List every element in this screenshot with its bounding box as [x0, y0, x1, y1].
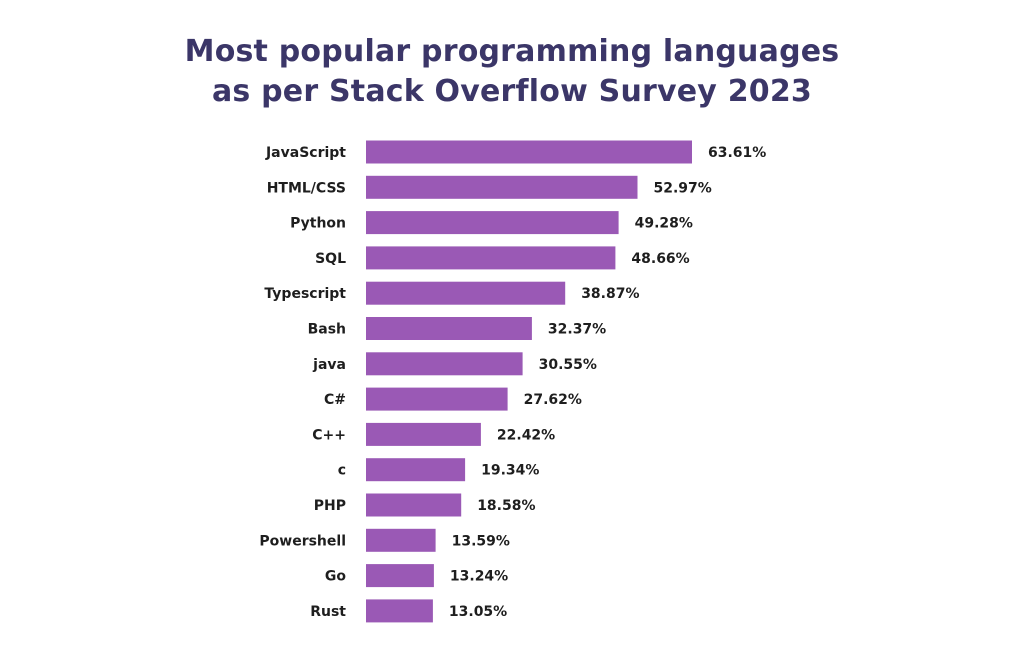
category-label: java — [312, 357, 346, 373]
bar-typescript — [366, 281, 566, 305]
category-label: JavaScript — [265, 145, 346, 161]
bar-c — [366, 458, 466, 482]
value-label: 22.42% — [497, 427, 555, 443]
category-label: C# — [324, 392, 346, 408]
value-label: 38.87% — [581, 286, 639, 302]
value-label: 48.66% — [631, 251, 689, 267]
bar-c — [366, 422, 481, 446]
chart-title-line-1: Most popular programming languages — [184, 34, 840, 69]
category-label: HTML/CSS — [267, 180, 346, 196]
category-label: PHP — [314, 498, 346, 514]
category-label: Python — [290, 216, 346, 232]
bar-go — [366, 564, 434, 588]
value-label: 27.62% — [524, 392, 582, 408]
category-label: c — [338, 463, 346, 479]
value-label: 30.55% — [539, 357, 597, 373]
bar-c — [366, 387, 508, 411]
category-label: C++ — [312, 427, 346, 443]
bar-bash — [366, 317, 532, 340]
value-label: 13.59% — [452, 533, 510, 549]
bar-sql — [366, 246, 616, 270]
bar-java — [366, 352, 523, 376]
bar-powershell — [366, 528, 436, 552]
chart-title-line-2: as per Stack Overflow Survey 2023 — [211, 74, 813, 109]
category-label: Bash — [308, 322, 346, 338]
value-label: 32.37% — [548, 322, 606, 338]
value-label: 49.28% — [635, 216, 693, 232]
bar-python — [366, 211, 619, 235]
value-label: 19.34% — [481, 463, 539, 479]
bar-javascript — [366, 140, 692, 164]
bar-php — [366, 493, 462, 517]
category-label: Powershell — [259, 533, 346, 549]
value-label: 18.58% — [477, 498, 535, 514]
value-label: 52.97% — [654, 180, 712, 196]
category-label: Rust — [310, 604, 346, 620]
bar-rust — [366, 599, 433, 623]
category-label: Go — [325, 569, 346, 585]
value-label: 63.61% — [708, 145, 766, 161]
bar-html-css — [366, 175, 638, 199]
category-label: SQL — [315, 251, 346, 267]
value-label: 13.24% — [450, 569, 508, 585]
value-label: 13.05% — [449, 604, 507, 620]
category-label: Typescript — [264, 286, 346, 302]
